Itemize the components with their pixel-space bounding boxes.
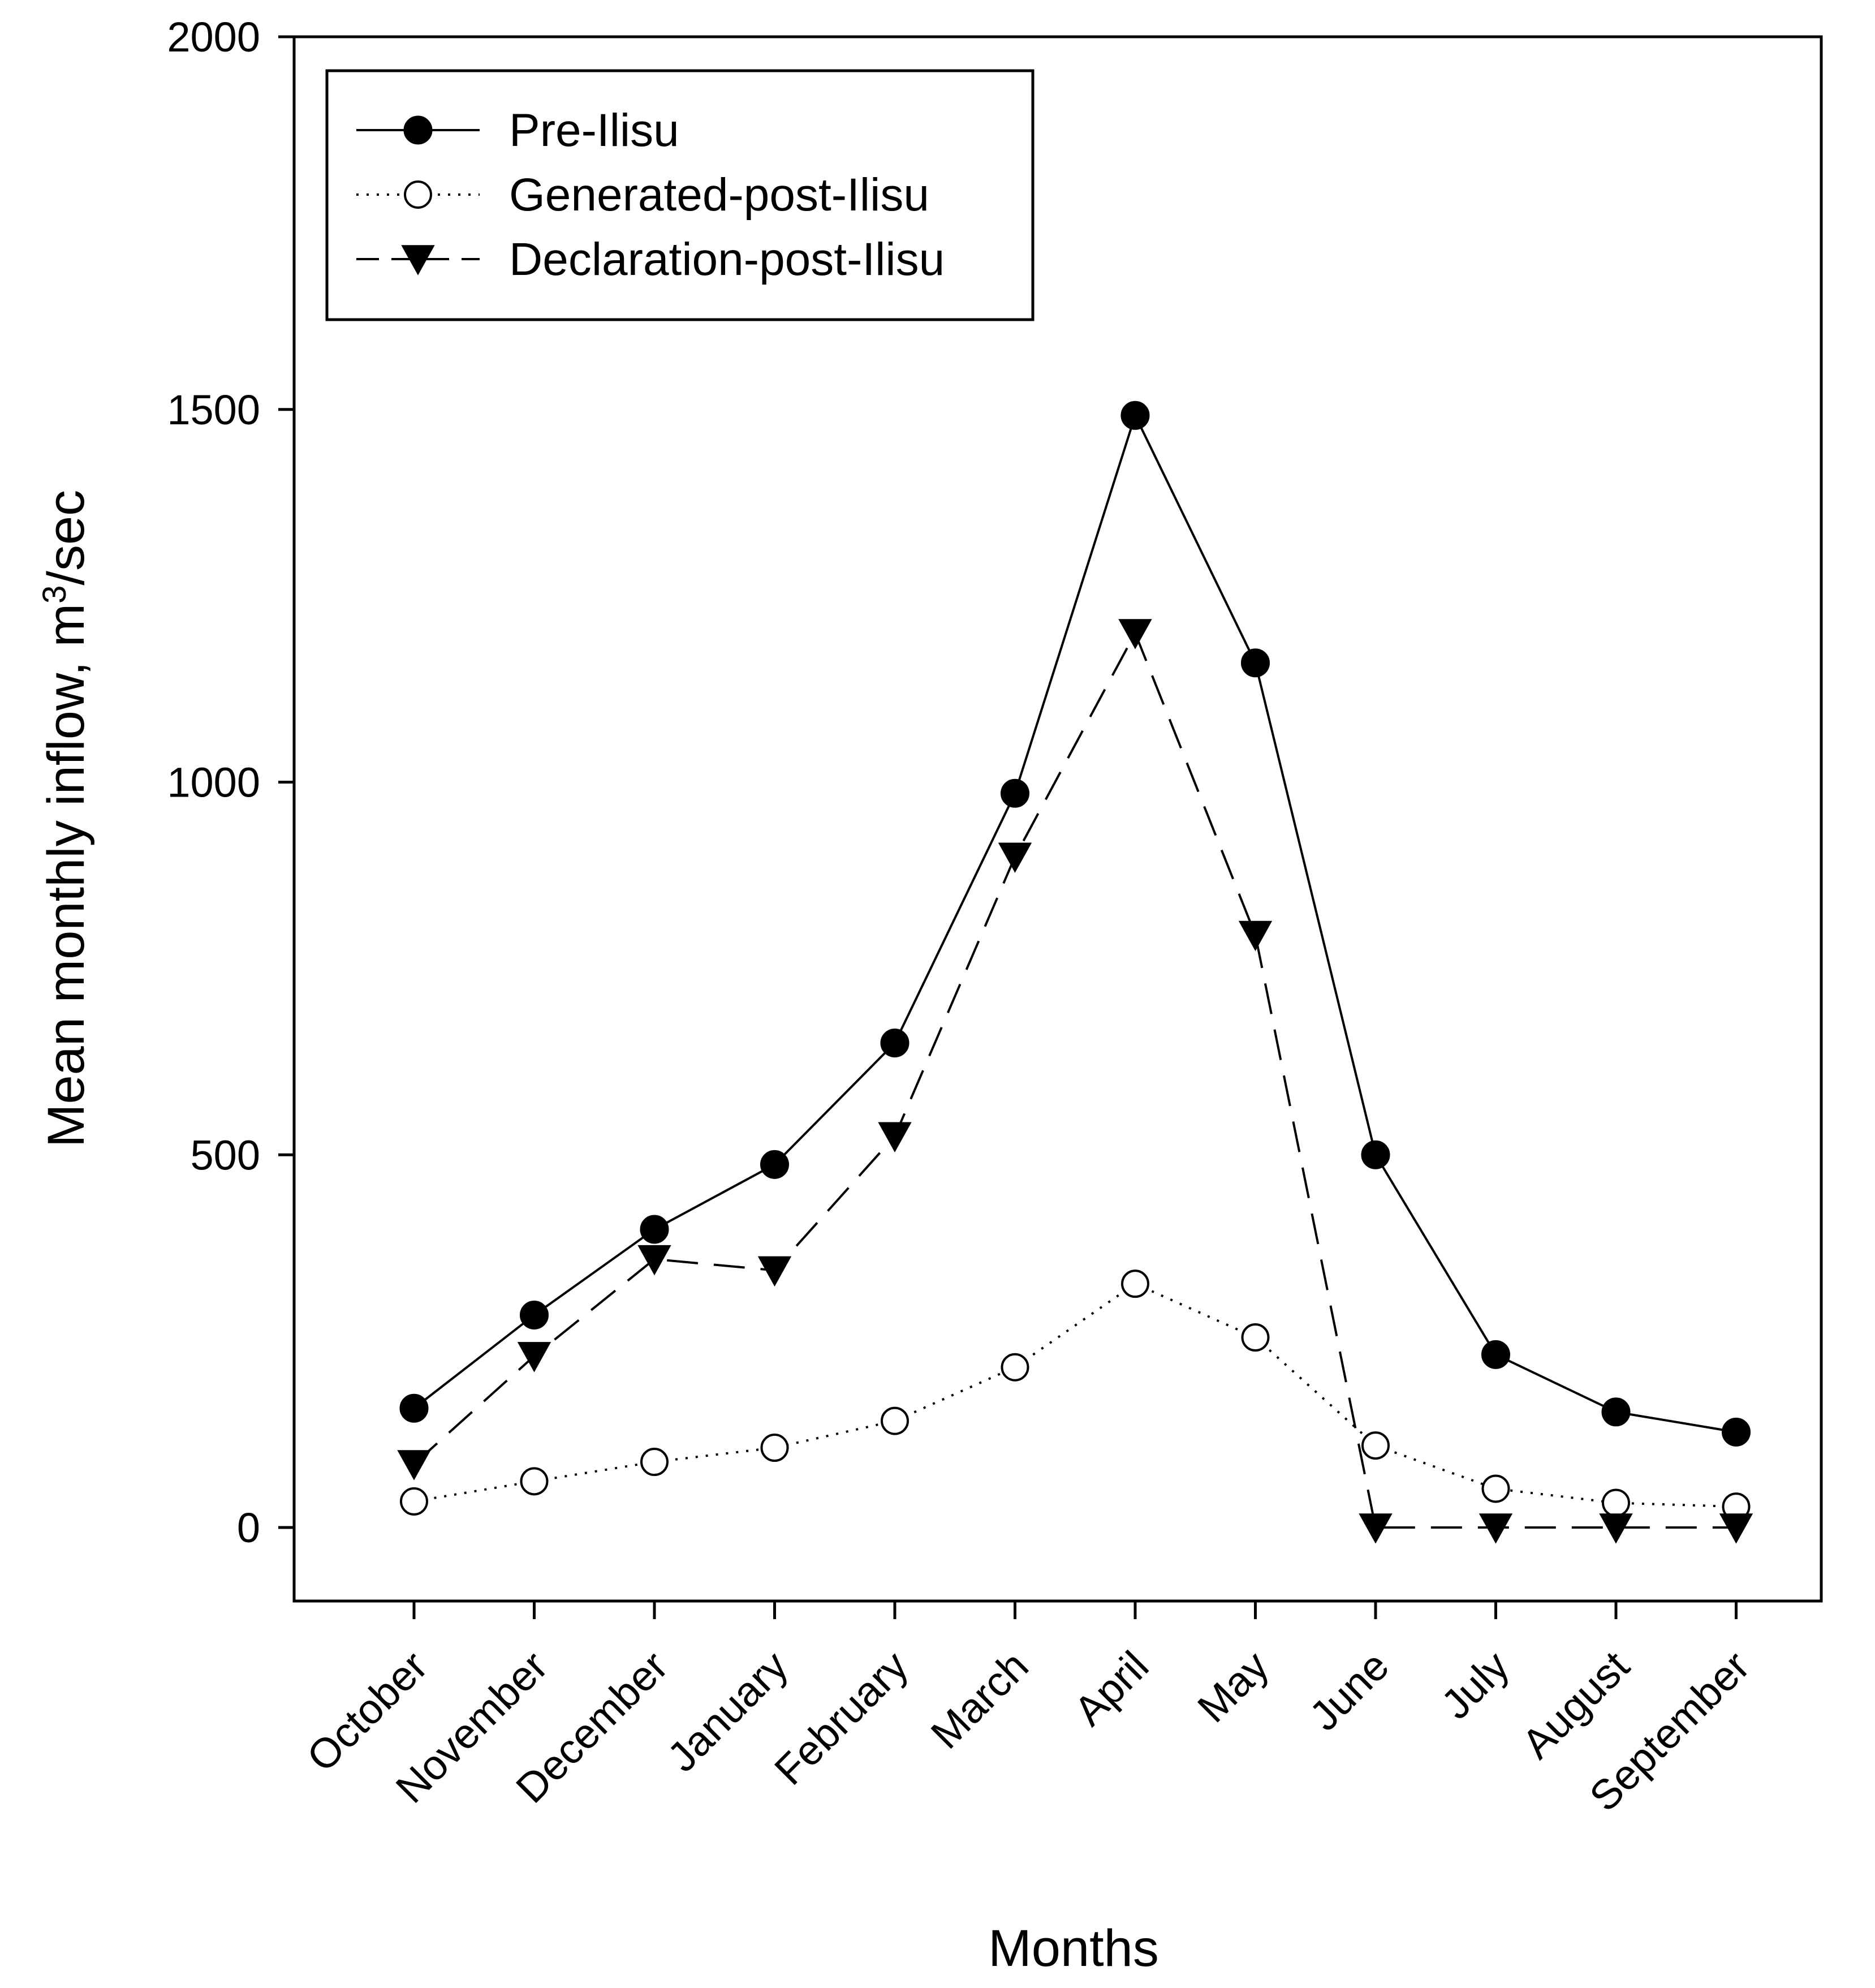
legend-label: Declaration-post-Ilisu — [509, 234, 945, 285]
y-tick-label: 500 — [191, 1131, 260, 1178]
data-point-series-2 — [1238, 920, 1273, 952]
data-point-series-1 — [1001, 1353, 1029, 1382]
data-point-series-1 — [520, 1467, 549, 1496]
legend: Pre-Ilisu Generated-post-Ilisu Declaration… — [325, 69, 1035, 321]
y-tick-label: 0 — [237, 1504, 260, 1551]
legend-box — [325, 69, 1035, 321]
y-axis-title: Mean monthly inflow, m3/sec — [36, 490, 96, 1147]
y-tick-label: 2000 — [167, 14, 260, 61]
data-point-series-1 — [400, 1487, 428, 1516]
series-layer — [397, 401, 1753, 1544]
series-line-0 — [413, 412, 1736, 1434]
data-point-series-1 — [1241, 1323, 1270, 1352]
data-point-series-0 — [1601, 1397, 1631, 1427]
data-point-series-2 — [1359, 1513, 1393, 1544]
y-axis: 0 500 1000 1500 2000 — [167, 14, 294, 1551]
data-point-series-0 — [1120, 401, 1150, 430]
data-point-series-1 — [1361, 1431, 1390, 1460]
legend-label: Generated-post-Ilisu — [509, 169, 929, 221]
series-line-2 — [413, 630, 1736, 1529]
legend-label: Pre-Ilisu — [509, 105, 679, 156]
data-point-series-0 — [399, 1393, 429, 1423]
y-tick-label: 1000 — [167, 759, 260, 806]
data-point-series-1 — [640, 1448, 669, 1477]
data-point-series-2 — [517, 1342, 551, 1372]
data-point-series-1 — [881, 1406, 909, 1435]
data-point-series-0 — [1241, 648, 1270, 678]
data-point-series-2 — [1599, 1513, 1633, 1544]
x-axis-title: Months — [988, 1920, 1159, 1977]
data-point-series-0 — [1481, 1340, 1510, 1369]
data-point-series-1 — [1121, 1270, 1149, 1298]
plot-frame — [292, 35, 1823, 1603]
y-tick-label: 1500 — [167, 386, 260, 433]
data-point-series-2 — [1118, 619, 1152, 649]
data-point-series-2 — [637, 1245, 671, 1276]
data-point-series-0 — [1722, 1417, 1751, 1447]
data-point-series-2 — [397, 1450, 431, 1481]
legend-marker — [401, 245, 435, 276]
data-point-series-0 — [760, 1150, 789, 1179]
data-point-series-0 — [520, 1301, 549, 1330]
data-point-series-2 — [757, 1256, 792, 1287]
data-point-series-1 — [1602, 1488, 1630, 1517]
data-point-series-0 — [1361, 1140, 1390, 1169]
data-point-series-2 — [1719, 1513, 1753, 1544]
series-line-1 — [413, 1282, 1736, 1508]
data-point-series-1 — [1481, 1474, 1510, 1503]
legend-marker — [403, 115, 433, 145]
data-point-series-2 — [998, 842, 1032, 873]
data-point-series-1 — [760, 1434, 789, 1462]
data-point-series-0 — [1001, 778, 1029, 808]
data-point-series-2 — [1479, 1513, 1513, 1544]
data-point-series-0 — [880, 1029, 910, 1058]
data-point-series-2 — [878, 1122, 912, 1152]
data-point-series-0 — [640, 1215, 669, 1244]
legend-items: Pre-Ilisu Generated-post-Ilisu Declaration… — [356, 105, 945, 285]
legend-marker — [404, 180, 432, 209]
